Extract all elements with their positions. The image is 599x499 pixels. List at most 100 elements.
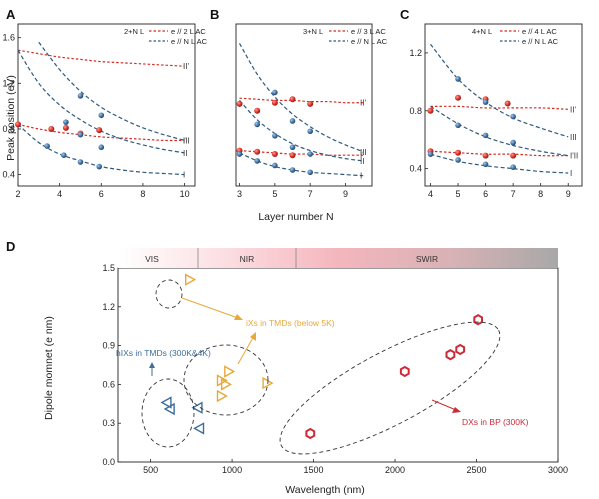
legend-c: e // 4 L AC e // N L AC bbox=[500, 27, 559, 46]
x-tick-label-d-3: 2000 bbox=[385, 465, 405, 475]
curve-label-c-0: II' bbox=[570, 105, 576, 114]
x-tick-label-a-4: 10 bbox=[180, 189, 190, 199]
red-point-b-5 bbox=[271, 99, 278, 106]
point-d-2-0 bbox=[305, 427, 316, 440]
blue-point-a-7 bbox=[77, 93, 84, 99]
blue-fit-b-0 bbox=[238, 43, 364, 153]
x-tick-label-c-5: 9 bbox=[566, 189, 571, 199]
blue-point-b-0 bbox=[236, 151, 243, 157]
blue-point-b-11 bbox=[307, 128, 313, 135]
y-tick-label-d-2: 0.6 bbox=[102, 379, 115, 389]
point-d-2-4 bbox=[473, 314, 483, 326]
panel-label-d: D bbox=[6, 239, 15, 254]
blue-fit-a-1 bbox=[17, 49, 185, 154]
y-tick-label-d-3: 0.9 bbox=[102, 341, 115, 351]
red-point-c-7 bbox=[510, 152, 517, 159]
blue-fit-c-1 bbox=[430, 105, 569, 157]
point-d-2-2 bbox=[445, 349, 456, 361]
y-axis-label-d: Dipole momnet (e nm) bbox=[43, 316, 55, 420]
blue-point-b-5 bbox=[254, 121, 260, 128]
y-tick-label-c-0: 0.4 bbox=[409, 164, 422, 174]
blue-point-c-7 bbox=[455, 76, 461, 82]
x-tick-label-a-2: 6 bbox=[99, 189, 104, 199]
group-outlines bbox=[141, 279, 501, 455]
curve-label-b-4: I bbox=[360, 172, 362, 181]
y-tick-label-a-0: 0.4 bbox=[2, 170, 15, 180]
red-point-a-4 bbox=[96, 127, 103, 134]
blue-point-a-6 bbox=[98, 144, 105, 151]
plot-frame-d bbox=[117, 267, 559, 463]
red-point-c-3 bbox=[455, 149, 462, 156]
point-d-0-3 bbox=[193, 422, 205, 435]
panel-label-c: C bbox=[400, 7, 410, 22]
panel-label-a: A bbox=[6, 7, 16, 22]
band-label-nir: NIR bbox=[240, 254, 255, 264]
point-d-1-3 bbox=[224, 365, 236, 378]
blue-point-b-7 bbox=[289, 144, 296, 151]
blue-point-b-6 bbox=[272, 133, 278, 139]
blue-point-c-3 bbox=[510, 164, 516, 170]
x-tick-label-d-4: 2500 bbox=[467, 465, 487, 475]
blue-point-b-8 bbox=[307, 151, 313, 157]
blue-point-c-9 bbox=[510, 113, 516, 120]
blue-point-b-2 bbox=[272, 162, 278, 169]
point-d-0-1 bbox=[163, 402, 175, 416]
blue-fit-c-2 bbox=[430, 153, 569, 174]
y-tick-label-d-0: 0.0 bbox=[102, 457, 115, 467]
curve-label-c-2: I'II bbox=[570, 152, 578, 161]
x-tick-label-a-1: 4 bbox=[57, 189, 62, 199]
blue-point-b-4 bbox=[307, 169, 313, 176]
curve-label-a-3: II bbox=[183, 149, 187, 158]
curve-label-c-3: I bbox=[570, 169, 572, 178]
blue-fit-c-0 bbox=[430, 43, 569, 138]
point-d-1-2 bbox=[220, 378, 233, 391]
blue-point-a-4 bbox=[63, 119, 69, 125]
curve-label-b-1: III bbox=[360, 148, 367, 157]
band-label-vis: VIS bbox=[145, 254, 159, 264]
band-label-swir: SWIR bbox=[416, 254, 438, 264]
red-point-b-2 bbox=[254, 107, 261, 114]
blue-point-a-8 bbox=[98, 112, 105, 119]
blue-point-c-8 bbox=[482, 99, 489, 105]
y-tick-label-d-1: 0.3 bbox=[102, 418, 115, 428]
blue-point-c-2 bbox=[482, 161, 489, 168]
blue-fit-a-0 bbox=[38, 41, 185, 141]
legend-entry-c-red: e // 4 L AC bbox=[522, 27, 557, 36]
curve-label-b-2: I' bbox=[360, 151, 364, 160]
legend-entry-b-blue: e // N L AC bbox=[351, 37, 388, 46]
blue-point-c-0 bbox=[427, 151, 434, 157]
panel-d: 500 1000 1500 2000 2500 3000 0.0 0.3 0.6 0.9 1.2 1.… bbox=[102, 263, 568, 475]
legend-title-a: 2+N L bbox=[124, 27, 144, 36]
red-point-c-2 bbox=[455, 94, 462, 101]
legend-entry-c-blue: e // N L AC bbox=[522, 37, 559, 46]
red-fit-c-1 bbox=[430, 150, 569, 157]
y-tick-label-c-1: 0.8 bbox=[409, 106, 422, 116]
x-tick-label-b-3: 9 bbox=[343, 189, 348, 199]
outline-hix bbox=[141, 378, 195, 448]
spectral-band-bar: VIS NIR SWIR bbox=[118, 248, 558, 268]
red-point-c-5 bbox=[482, 152, 489, 159]
blue-point-a-0 bbox=[44, 143, 50, 149]
red-point-a-2 bbox=[62, 124, 69, 131]
point-d-1-4 bbox=[216, 389, 228, 403]
blue-point-a-1 bbox=[61, 152, 67, 158]
blue-point-c-4 bbox=[455, 122, 461, 129]
x-tick-label-c-3: 7 bbox=[511, 189, 516, 199]
y-tick-label-c-2: 1.2 bbox=[409, 48, 422, 58]
outline-dx bbox=[279, 321, 501, 455]
label-dxs: DXs in BP (300K) bbox=[462, 417, 529, 427]
red-point-b-4 bbox=[271, 151, 278, 158]
red-point-a-0 bbox=[15, 121, 21, 128]
point-d-2-3 bbox=[455, 343, 466, 356]
point-d-2-1 bbox=[399, 365, 410, 378]
point-d-1-0 bbox=[184, 273, 197, 286]
x-tick-label-b-0: 3 bbox=[237, 189, 242, 199]
red-point-b-3 bbox=[254, 148, 261, 155]
red-point-a-1 bbox=[48, 125, 55, 132]
label-ixs: iXs in TMDs (below 5K) bbox=[246, 318, 335, 328]
x-tick-label-c-1: 5 bbox=[456, 189, 461, 199]
